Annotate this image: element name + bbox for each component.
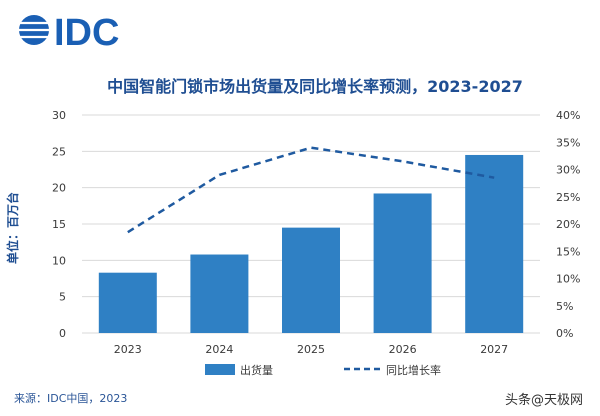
bar bbox=[373, 193, 432, 333]
x-tick-label: 2024 bbox=[205, 343, 233, 356]
y2-tick-label: 10% bbox=[556, 273, 580, 286]
legend-bar-label: 出货量 bbox=[240, 363, 273, 377]
y2-tick-label: 40% bbox=[556, 109, 580, 122]
legend-line-label: 同比增长率 bbox=[386, 363, 441, 377]
x-tick-label: 2027 bbox=[480, 343, 508, 356]
bar bbox=[282, 227, 340, 333]
y2-tick-label: 35% bbox=[556, 136, 580, 149]
y-tick-label: 25 bbox=[52, 145, 66, 158]
y2-tick-label: 20% bbox=[556, 218, 580, 231]
y2-tick-label: 30% bbox=[556, 164, 580, 177]
growth-rate-line bbox=[127, 146, 495, 234]
bar bbox=[98, 272, 157, 333]
source-note: 来源：IDC中国，2023 bbox=[14, 391, 127, 405]
bar bbox=[465, 154, 524, 333]
y-axis-left: 0 5 10 15 20 25 30 bbox=[52, 109, 66, 340]
x-tick-label: 2025 bbox=[297, 343, 325, 356]
y-tick-label: 5 bbox=[59, 291, 66, 304]
idc-logo: IDC bbox=[19, 12, 119, 54]
x-tick-label: 2026 bbox=[389, 343, 417, 356]
line-series bbox=[127, 146, 495, 234]
y2-tick-label: 5% bbox=[556, 300, 573, 313]
y-tick-label: 15 bbox=[52, 218, 66, 231]
bar bbox=[190, 254, 249, 333]
y2-tick-label: 25% bbox=[556, 191, 580, 204]
y-tick-label: 30 bbox=[52, 109, 66, 122]
globe-icon bbox=[19, 15, 49, 45]
x-tick-label: 2023 bbox=[114, 343, 142, 356]
y-tick-label: 10 bbox=[52, 254, 66, 267]
bar-series bbox=[98, 154, 524, 333]
y-axis-right: 0% 5% 10% 15% 20% 25% 30% 35% 40% bbox=[556, 109, 580, 340]
y-tick-label: 20 bbox=[52, 182, 66, 195]
chart-title: 中国智能门锁市场出货量及同比增长率预测，2023-2027 bbox=[107, 77, 523, 96]
y-tick-label: 0 bbox=[59, 327, 66, 340]
y2-tick-label: 0% bbox=[556, 327, 573, 340]
legend: 出货量 同比增长率 bbox=[205, 363, 441, 377]
x-axis: 2023 2024 2025 2026 2027 bbox=[114, 343, 508, 356]
logo-text: IDC bbox=[54, 12, 119, 54]
y2-tick-label: 15% bbox=[556, 245, 580, 258]
watermark: 头条@天极网 bbox=[505, 392, 583, 408]
legend-bar-swatch bbox=[205, 364, 235, 375]
y-axis-title: 单位：百万台 bbox=[5, 192, 20, 264]
